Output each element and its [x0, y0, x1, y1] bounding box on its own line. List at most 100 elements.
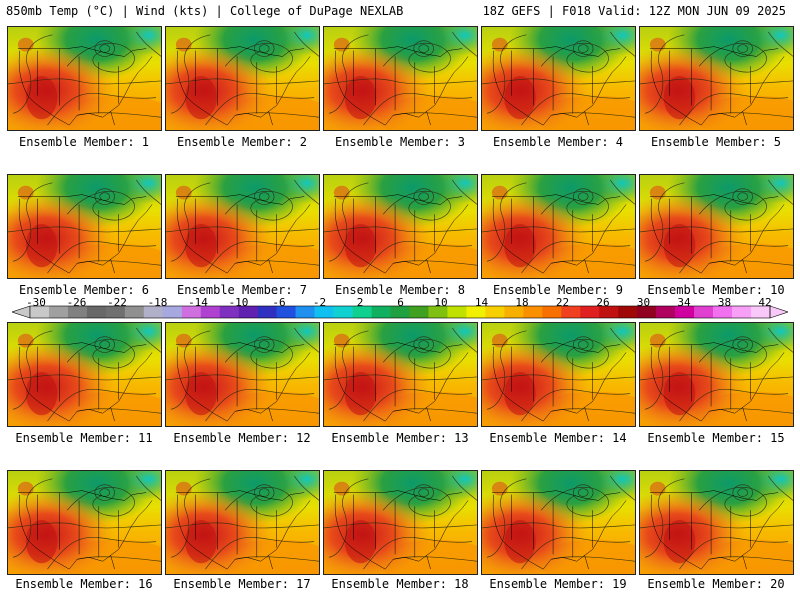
colorbar-swatch [504, 306, 524, 318]
figure-title: 850mb Temp (°C) | Wind (kts) | College o… [6, 4, 404, 18]
run-valid-time: 18Z GEFS | F018 Valid: 12Z MON JUN 09 20… [482, 4, 786, 18]
colorbar-swatch [428, 306, 448, 318]
ensemble-member-map [323, 322, 478, 427]
ensemble-member-caption: Ensemble Member: 16 [15, 577, 153, 591]
colorbar-tick-label: 18 [515, 296, 529, 309]
ensemble-member-map [7, 174, 162, 279]
colorbar-swatch [352, 306, 372, 318]
ensemble-member-caption: Ensemble Member: 7 [176, 283, 308, 297]
colorbar-swatch [561, 306, 581, 318]
ensemble-member-caption: Ensemble Member: 18 [331, 577, 469, 591]
ensemble-member-caption: Ensemble Member: 9 [492, 283, 624, 297]
colorbar-swatch [618, 306, 638, 318]
colorbar-tick-label: 34 [677, 296, 691, 309]
ensemble-member-map [639, 470, 794, 575]
ensemble-member-map [165, 174, 320, 279]
colorbar-swatch [257, 306, 277, 318]
ensemble-member-map [165, 26, 320, 131]
ensemble-member-map [639, 26, 794, 131]
colorbar-swatch [86, 306, 107, 318]
ensemble-member-caption: Ensemble Member: 4 [492, 135, 624, 149]
ensemble-member-map [7, 322, 162, 427]
colorbar-swatch [67, 306, 88, 318]
ensemble-member-map [323, 174, 478, 279]
colorbar-tick-label: -22 [107, 296, 127, 309]
colorbar-tick-label: 10 [434, 296, 448, 309]
ensemble-member-caption: Ensemble Member: 17 [173, 577, 311, 591]
colorbar-swatch [162, 306, 183, 318]
colorbar-swatch [466, 306, 486, 318]
ensemble-member-map [165, 470, 320, 575]
colorbar-swatch [219, 306, 240, 318]
colorbar-swatch [30, 306, 50, 318]
ensemble-member-caption: Ensemble Member: 15 [647, 431, 785, 445]
colorbar-swatch [105, 306, 126, 318]
ensemble-member-map [481, 322, 636, 427]
ensemble-member-caption: Ensemble Member: 12 [173, 431, 311, 445]
colorbar-tick-label: -30 [26, 296, 46, 309]
ensemble-member-caption: Ensemble Member: 11 [15, 431, 153, 445]
colorbar-swatch [751, 306, 771, 318]
ensemble-member-map [481, 174, 636, 279]
ensemble-member-caption: Ensemble Member: 10 [647, 283, 785, 297]
ensemble-member-map [7, 26, 162, 131]
colorbar-swatch [580, 306, 600, 318]
ensemble-member-caption: Ensemble Member: 19 [489, 577, 627, 591]
colorbar-swatch [447, 306, 467, 318]
colorbar-swatch [694, 306, 714, 318]
colorbar-tick-label: 2 [356, 296, 364, 309]
colorbar-swatch [200, 306, 221, 318]
colorbar-swatch [656, 306, 676, 318]
colorbar-swatch [181, 306, 202, 318]
colorbar-swatch [143, 306, 164, 318]
ensemble-member-caption: Ensemble Member: 3 [334, 135, 466, 149]
colorbar-tick-label: 6 [397, 296, 404, 309]
colorbar-swatch [732, 306, 752, 318]
colorbar-swatch [409, 306, 429, 318]
ensemble-member-map [481, 26, 636, 131]
colorbar-tick-label: -10 [228, 296, 249, 309]
colorbar-swatch [637, 306, 657, 318]
colorbar-swatch [295, 306, 315, 318]
ensemble-member-caption: Ensemble Member: 20 [647, 577, 785, 591]
colorbar-swatch [523, 306, 543, 318]
ensemble-member-caption: Ensemble Member: 2 [176, 135, 308, 149]
ensemble-member-caption: Ensemble Member: 14 [489, 431, 627, 445]
ensemble-member-caption: Ensemble Member: 5 [650, 135, 782, 149]
colorbar-tick-label: -18 [147, 296, 168, 309]
temperature-colorbar [12, 305, 788, 319]
colorbar-tick-label: 14 [474, 296, 489, 309]
colorbar-tick-label: -14 [188, 296, 208, 309]
ensemble-member-map [323, 26, 478, 131]
colorbar-swatch [276, 306, 296, 318]
colorbar-swatch [675, 306, 695, 318]
ensemble-member-map [323, 470, 478, 575]
colorbar-swatch [314, 306, 334, 318]
ensemble-member-map [639, 174, 794, 279]
colorbar-tick-label: 38 [717, 296, 732, 309]
ensemble-member-map [165, 322, 320, 427]
colorbar-tick-label: -26 [66, 296, 87, 309]
colorbar-swatch [371, 306, 391, 318]
colorbar-swatch [390, 306, 410, 318]
ensemble-member-caption: Ensemble Member: 6 [18, 283, 150, 297]
colorbar-swatch [48, 306, 69, 318]
colorbar-swatch [238, 306, 258, 318]
colorbar-tick-label: 26 [596, 296, 610, 309]
colorbar-tick-label: 42 [758, 296, 772, 309]
colorbar-swatch [542, 306, 562, 318]
colorbar-swatch [124, 306, 145, 318]
colorbar-swatch [485, 306, 505, 318]
ensemble-member-caption: Ensemble Member: 1 [18, 135, 150, 149]
colorbar-tick-labels: -30 -26 -22 -18 -14 -10 -6 -2 2 6 10 14 18 22 26 30 34 38… [0, 297, 800, 309]
ensemble-member-caption: Ensemble Member: 8 [334, 283, 466, 297]
colorbar-swatch [713, 306, 733, 318]
colorbar-tick-label: -2 [312, 296, 327, 309]
colorbar-tick-label: -6 [272, 296, 286, 309]
colorbar-tick-label: 22 [555, 296, 570, 309]
colorbar-swatch [599, 306, 619, 318]
ensemble-member-map [639, 322, 794, 427]
ensemble-member-caption: Ensemble Member: 13 [331, 431, 469, 445]
ensemble-member-map [481, 470, 636, 575]
ensemble-member-map [7, 470, 162, 575]
